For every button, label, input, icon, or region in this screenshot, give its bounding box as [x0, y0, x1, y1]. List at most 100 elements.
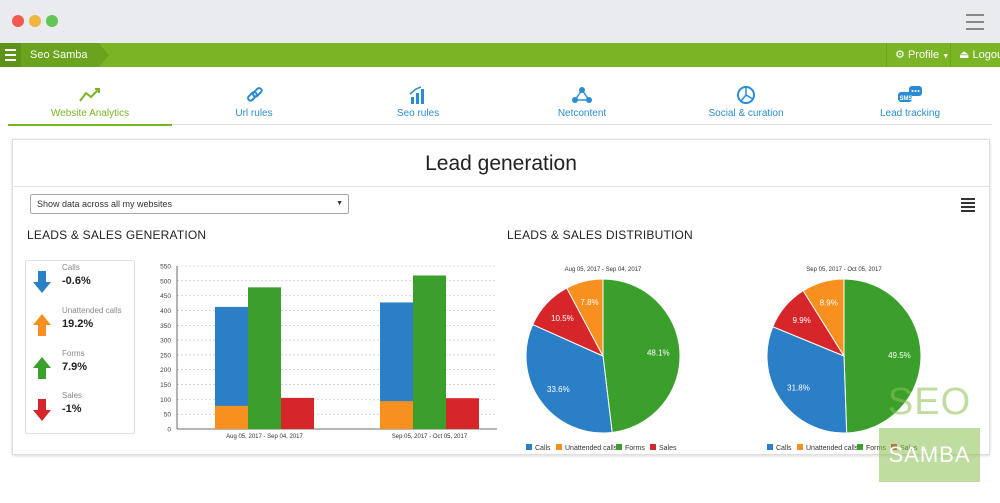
stat-unattended-calls: Unattended calls 19.2% — [26, 306, 134, 346]
tab-bar: Website Analytics Url rules Seo rules Ne… — [8, 80, 992, 126]
legend-swatch — [857, 444, 863, 450]
tab-netcontent[interactable]: Netcontent — [500, 80, 664, 124]
logout-button[interactable]: ⏏ Logout — [950, 43, 1000, 67]
stats-summary: Calls -0.6% Unattended calls 19.2% Forms… — [25, 260, 135, 434]
stat-forms: Forms 7.9% — [26, 349, 134, 389]
legend-label: Forms — [866, 445, 886, 452]
seo-samba-watermark-text: SEO — [887, 381, 972, 423]
legend-swatch — [526, 444, 532, 450]
distribution-pie-chart-aug-sep: Aug 05, 2017 - Sep 04, 2017 48.1% 33.6% 10.… — [525, 267, 681, 452]
legend-swatch — [556, 444, 562, 450]
tab-social-curation[interactable]: Social & curation — [664, 80, 828, 124]
logout-label: Logout — [972, 49, 1000, 61]
legend-label: Calls — [535, 445, 551, 452]
bar-unattended-calls — [215, 405, 248, 429]
leads-sales-distribution-title: LEADS & SALES DISTRIBUTION — [507, 228, 693, 242]
seo-samba-watermark-badge: SAMBA — [879, 428, 980, 482]
stat-value: 19.2% — [62, 318, 94, 330]
tab-lead-tracking[interactable]: SMS Lead tracking — [828, 80, 992, 124]
y-tick-label: 500 — [160, 278, 171, 285]
tab-seo-rules[interactable]: Seo rules — [336, 80, 500, 124]
arrow-down-icon — [33, 271, 51, 293]
tab-label: Netcontent — [557, 108, 607, 119]
app-bar: Seo Samba ⚙ Profile ▼ ⏏ Logout — [0, 43, 1000, 67]
bar-forms — [413, 275, 446, 429]
y-tick-label: 250 — [160, 352, 171, 359]
pie-value-label: 33.6% — [547, 385, 570, 394]
stat-calls: Calls -0.6% — [26, 263, 134, 303]
lead-generation-panel: Lead generation Show data across all my … — [12, 139, 990, 455]
pie-slice-calls — [525, 323, 613, 434]
caret-down-icon: ▼ — [942, 53, 950, 60]
y-tick-label: 400 — [160, 308, 171, 315]
tab-label: Url rules — [235, 108, 273, 119]
maximize-dot-icon[interactable] — [46, 15, 58, 27]
browser-titlebar — [0, 0, 1000, 43]
app-window: Seo Samba ⚙ Profile ▼ ⏏ Logout Website A… — [0, 43, 1000, 503]
arrow-up-icon — [33, 357, 51, 379]
filter-value: Show data across all my websites — [37, 199, 173, 209]
x-tick-label: Sep 05, 2017 - Oct 05, 2017 — [392, 434, 468, 440]
bar-forms — [248, 287, 281, 429]
tab-label: Website Analytics — [50, 108, 130, 119]
pie-value-label: 10.5% — [551, 314, 574, 323]
network-icon — [572, 87, 592, 103]
legend-swatch — [767, 444, 773, 450]
bar-unattended-calls — [380, 401, 413, 429]
bar-chart-icon — [409, 86, 424, 104]
breadcrumb-label: Seo Samba — [30, 49, 88, 61]
y-tick-label: 50 — [164, 412, 172, 419]
stat-name: Unattended calls — [62, 306, 122, 315]
legend-label: Calls — [776, 445, 792, 452]
y-tick-label: 200 — [160, 367, 171, 374]
tab-website-analytics[interactable]: Website Analytics — [8, 80, 172, 126]
distribution-pie-chart-sep-oct: Sep 05, 2017 - Oct 05, 2017 49.5% 31.8% 9.9… — [766, 267, 922, 452]
list-menu-icon[interactable] — [961, 198, 975, 214]
legend-swatch — [797, 444, 803, 450]
tab-url-rules[interactable]: Url rules — [172, 80, 336, 124]
y-tick-label: 100 — [160, 397, 171, 404]
stat-sales: Sales -1% — [26, 391, 134, 431]
bar-sales — [446, 398, 479, 429]
tab-label: Seo rules — [396, 108, 440, 119]
legend-label: Unattended calls — [806, 445, 859, 452]
stat-name: Calls — [62, 263, 80, 272]
leads-sales-generation-title: LEADS & SALES GENERATION — [27, 228, 207, 242]
pie-value-label: 49.5% — [888, 351, 911, 360]
browser-menu-icon[interactable] — [966, 14, 984, 35]
trend-line-icon — [79, 88, 100, 102]
y-tick-label: 300 — [160, 338, 171, 345]
sms-chat-icon: SMS — [898, 86, 922, 102]
tab-label: Social & curation — [708, 108, 784, 119]
stat-value: -1% — [62, 403, 82, 415]
arrow-down-icon — [33, 399, 51, 421]
minimize-dot-icon[interactable] — [29, 15, 41, 27]
stat-value: 7.9% — [62, 361, 88, 373]
pie-title: Aug 05, 2017 - Sep 04, 2017 — [565, 267, 642, 273]
legend-label: Unattended calls — [565, 445, 618, 452]
close-dot-icon[interactable] — [12, 15, 24, 27]
arrow-up-icon — [33, 314, 51, 336]
pie-title: Sep 05, 2017 - Oct 05, 2017 — [806, 267, 882, 273]
y-tick-label: 350 — [160, 323, 171, 330]
svg-text:SMS: SMS — [900, 96, 913, 102]
pie-slice-forms — [602, 278, 681, 434]
leads-sales-bar-chart: 0 50 100 150 200 250 300 350 400 450 500 550 Aug 05,… — [160, 264, 497, 440]
stat-name: Forms — [62, 349, 85, 358]
link-icon — [247, 87, 263, 102]
legend-swatch — [650, 444, 656, 450]
pie-slice-unattended-calls — [802, 278, 845, 358]
page-title: Lead generation — [13, 140, 989, 187]
sidebar-menu-icon[interactable] — [0, 43, 21, 67]
breadcrumb[interactable]: Seo Samba — [21, 43, 111, 67]
profile-button[interactable]: ⚙ Profile ▼ — [886, 43, 957, 67]
legend-label: Sales — [659, 445, 677, 452]
pie-chart-icon — [737, 86, 755, 104]
tab-label: Lead tracking — [879, 108, 941, 119]
pie-value-label: 9.9% — [793, 316, 811, 325]
legend-label: Forms — [625, 445, 645, 452]
pie-slice-calls — [766, 326, 848, 434]
website-filter-select[interactable]: Show data across all my websites ▼ — [30, 194, 349, 214]
pie-value-label: 31.8% — [787, 384, 810, 393]
x-tick-label: Aug 05, 2017 - Sep 04, 2017 — [226, 434, 303, 440]
